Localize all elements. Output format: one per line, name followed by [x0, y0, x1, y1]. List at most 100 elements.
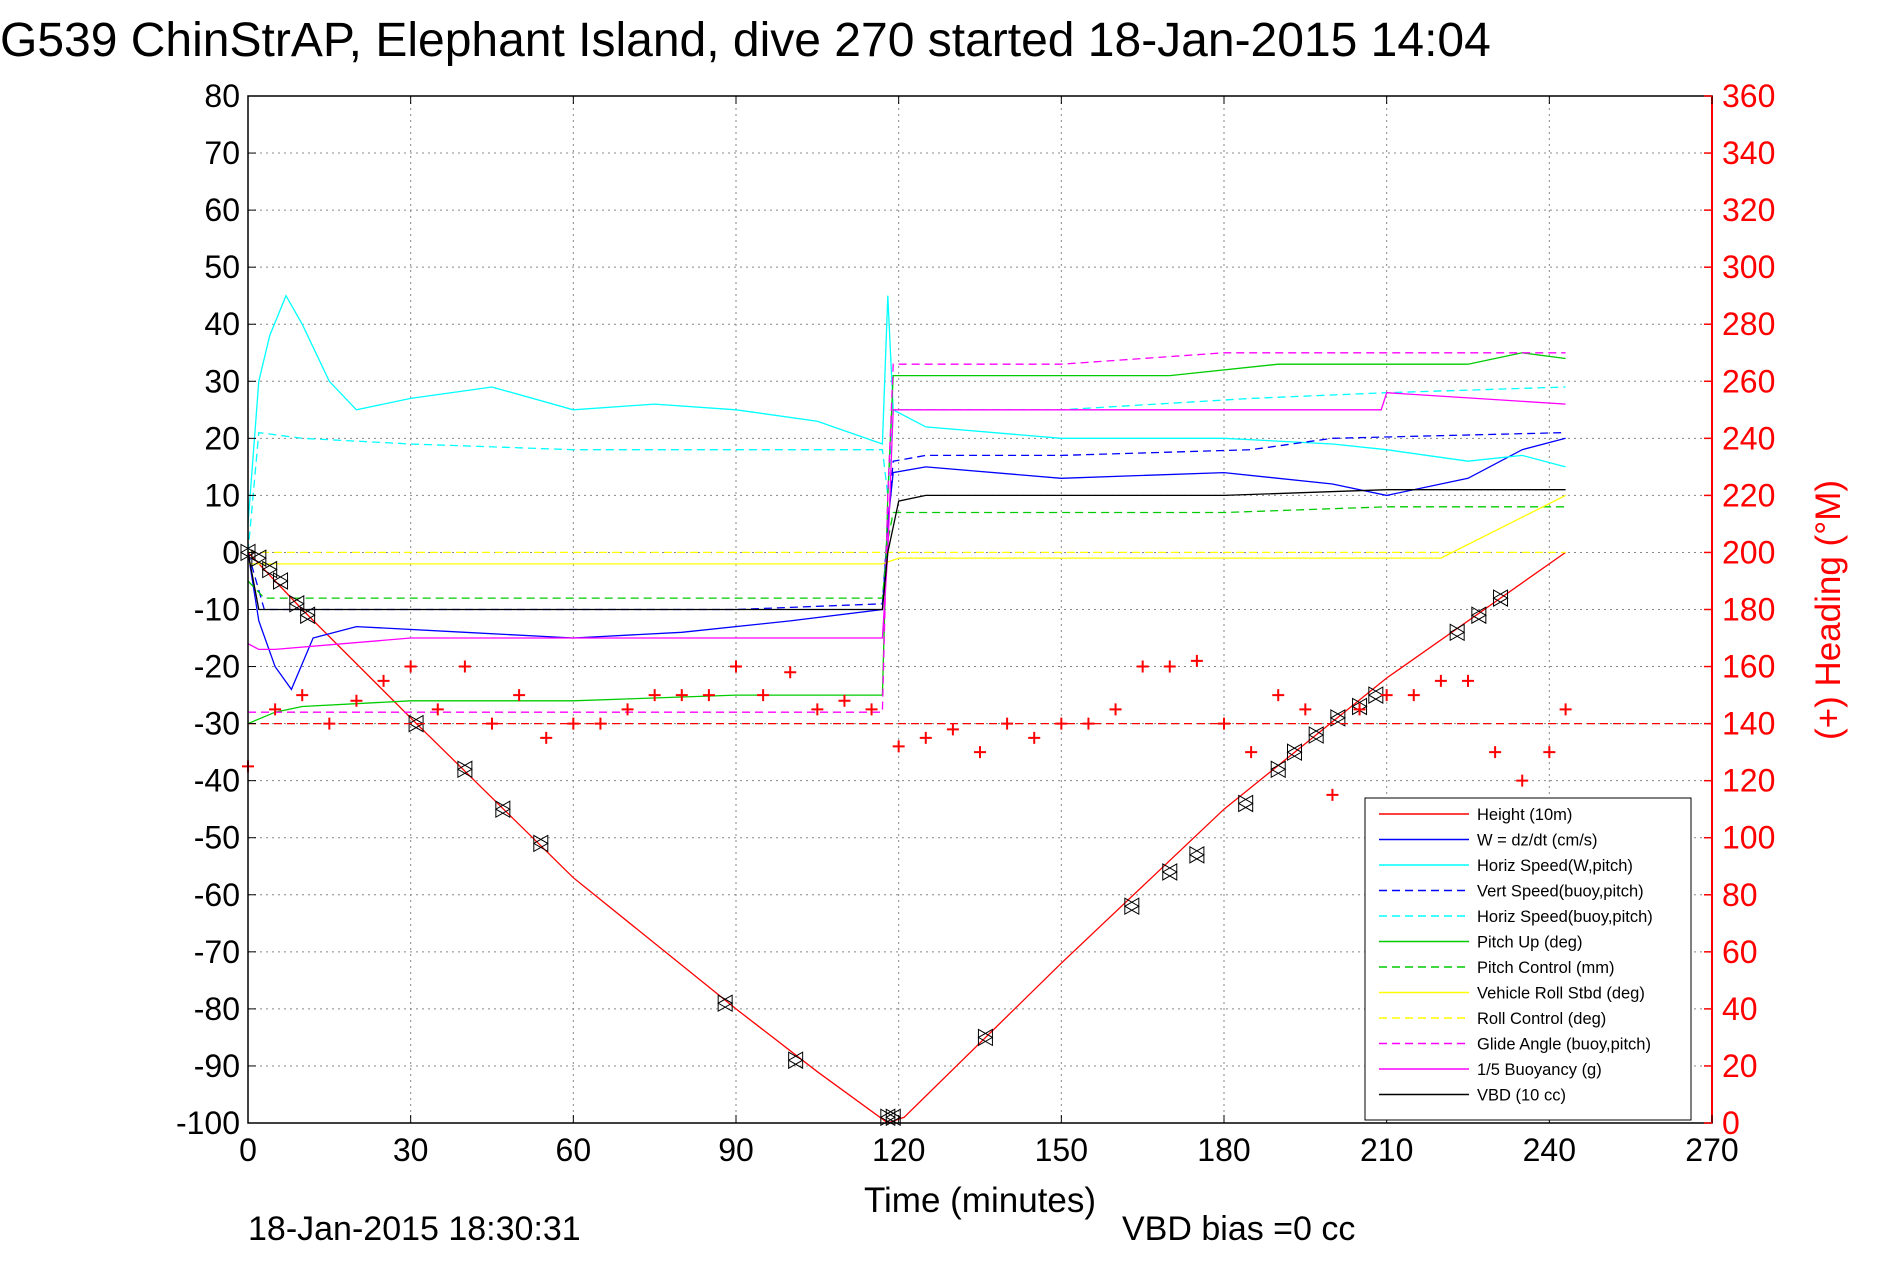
y-tick-label: -80 [194, 991, 240, 1027]
heading-point [702, 689, 715, 702]
legend-label: Glide Angle (buoy,pitch) [1477, 1036, 1651, 1054]
legend-box [1364, 797, 1692, 1121]
right-y-tick-label: 240 [1722, 420, 1775, 456]
heading-point [1001, 717, 1014, 730]
dive-marker [717, 994, 734, 1013]
legend: Height (10m) W = dz/dt (cm/s) Horiz Speed(… [1364, 797, 1692, 1121]
y-tick-label: -60 [194, 877, 240, 913]
legend-label: Horiz Speed(W,pitch) [1477, 857, 1633, 875]
right-y-tick-label: 100 [1722, 820, 1775, 856]
y-tick-label: -20 [194, 649, 240, 685]
heading-point [621, 703, 634, 716]
dive-marker [1270, 760, 1287, 779]
heading-point [594, 717, 607, 730]
heading-point [1489, 746, 1502, 759]
heading-point [784, 666, 797, 679]
heading-point [458, 660, 471, 673]
dive-marker [532, 834, 549, 853]
heading-point [1326, 788, 1339, 801]
x-tick-label: 90 [718, 1132, 754, 1168]
legend-label: Horiz Speed(buoy,pitch) [1477, 908, 1653, 926]
heading-point [350, 694, 363, 707]
y-tick-label: 60 [204, 192, 240, 228]
x-tick-label: 240 [1523, 1132, 1576, 1168]
dive-marker [299, 606, 316, 625]
heading-point [540, 731, 553, 744]
y-tick-label: -70 [194, 934, 240, 970]
heading-point [1380, 689, 1393, 702]
dive-marker [879, 1108, 896, 1127]
right-y-tick-label: 180 [1722, 592, 1775, 628]
legend-label: W = dz/dt (cm/s) [1477, 832, 1598, 850]
heading-point [811, 703, 824, 716]
x-tick-label: 120 [872, 1132, 925, 1168]
y-tick-label: -30 [194, 706, 240, 742]
right-y-tick-label: 260 [1722, 363, 1775, 399]
right-y-tick-label: 120 [1722, 763, 1775, 799]
heading-point [865, 703, 878, 716]
right-y-tick-label: 340 [1722, 135, 1775, 171]
dive-marker [1161, 863, 1178, 881]
heading-point [323, 717, 336, 730]
dive-marker [494, 800, 511, 819]
x-tick-label: 270 [1685, 1132, 1738, 1168]
x-tick-label: 210 [1360, 1132, 1413, 1168]
heading-point [648, 689, 661, 702]
y-tick-label: -50 [194, 820, 240, 856]
heading-point [513, 689, 526, 702]
series-line-3 [247, 431, 1566, 611]
x-tick-label: 0 [239, 1132, 257, 1168]
heading-point [730, 660, 742, 673]
heading-point [1272, 689, 1285, 702]
heading-point [919, 731, 932, 744]
heading-point [269, 703, 282, 716]
x-tick-labels: 0 30 60 90 120 150 180 210 240 270 [239, 96, 1739, 1168]
right-y-tick-label: 280 [1722, 306, 1775, 342]
legend-label: Vehicle Roll Stbd (deg) [1477, 985, 1645, 1003]
heading-point [1082, 717, 1095, 730]
y-tick-label: 50 [204, 249, 240, 285]
dive-marker [1329, 709, 1346, 727]
legend-label: Pitch Up (deg) [1477, 934, 1582, 952]
heading-point [1218, 717, 1230, 730]
y-tick-label: 30 [204, 363, 240, 399]
legend-label: Roll Control (deg) [1477, 1010, 1606, 1028]
heading-point [1245, 746, 1258, 759]
heading-point [1434, 674, 1447, 687]
heading-point [675, 689, 688, 702]
series-line-11 [247, 489, 1566, 611]
dive-marker [1449, 623, 1466, 642]
right-y-tick-label: 200 [1722, 534, 1775, 570]
heading-point [1299, 703, 1312, 716]
heading-point [1462, 674, 1474, 687]
series-line-9 [248, 352, 1566, 713]
legend-label: VBD (10 cc) [1477, 1087, 1566, 1105]
heading-point [431, 703, 444, 716]
right-y-tick-label: 20 [1722, 1048, 1758, 1084]
y-tick-labels: 80 70 60 50 40 30 20 10 0 -10 -20 -30 -40 -50 -60 -70 -8… [176, 78, 256, 1141]
dive-marker [1308, 726, 1325, 744]
heading-point [404, 660, 417, 673]
dive-marker [1470, 606, 1487, 625]
dive-marker [787, 1051, 804, 1070]
dive-marker [272, 572, 289, 590]
series-line-7 [248, 494, 1566, 565]
heading-point [486, 717, 498, 730]
heading-point [1109, 703, 1122, 716]
heading-point [1353, 703, 1366, 716]
heading-point [1136, 660, 1149, 673]
chart-title: G539 ChinStrAP, Elephant Island, dive 27… [0, 14, 1491, 67]
series-line-4 [247, 386, 1566, 553]
heading-point [974, 746, 986, 759]
heading-point [1407, 689, 1420, 702]
series-line-0 [247, 551, 1566, 1124]
legend-label: Height (10m) [1477, 806, 1572, 824]
x-tick-label: 150 [1035, 1132, 1088, 1168]
series-line-5 [247, 352, 1566, 725]
dive-marker [1188, 845, 1205, 864]
heading-point [1163, 660, 1176, 673]
heading-point [567, 717, 580, 730]
heading-point [1055, 717, 1068, 730]
y-tick-label: 70 [204, 135, 240, 171]
